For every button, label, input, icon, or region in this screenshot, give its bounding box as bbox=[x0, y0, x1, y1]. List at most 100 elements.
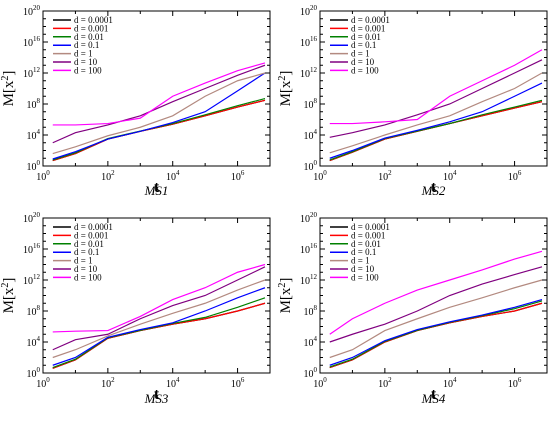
legend-entry: d = 1 bbox=[74, 49, 93, 59]
legend-entry: d = 0.01 bbox=[351, 239, 381, 249]
series-line-1 bbox=[329, 101, 543, 162]
x-tick-label: 104 bbox=[443, 169, 457, 183]
series-line-2 bbox=[329, 300, 543, 368]
series-line-3 bbox=[52, 72, 266, 160]
series-line-2 bbox=[329, 99, 543, 161]
panel-caption: MS2 bbox=[421, 183, 446, 198]
y-axis-label: M[x2] bbox=[0, 278, 17, 314]
legend-entry: d = 0.001 bbox=[351, 230, 385, 240]
series-line-1 bbox=[329, 302, 543, 369]
series-group bbox=[52, 62, 266, 162]
y-tick-label: 104 bbox=[27, 335, 41, 349]
legend-entry: d = 0.001 bbox=[351, 23, 385, 33]
legend-entry: d = 10 bbox=[351, 57, 375, 67]
legend-entry: d = 10 bbox=[74, 57, 98, 67]
series-line-5 bbox=[329, 266, 543, 343]
legend-entry: d = 10 bbox=[74, 264, 98, 274]
x-axis-label: t bbox=[154, 386, 160, 403]
legend-entry: d = 100 bbox=[351, 65, 379, 75]
chart-panel-MS1: 100 102 104 106 100 104 108 1012 1016 1020 t M[x2] d… bbox=[0, 4, 271, 198]
legend-entry: d = 0.1 bbox=[351, 247, 376, 257]
legend-entry: d = 0.01 bbox=[351, 32, 381, 42]
legend-entry: d = 100 bbox=[74, 65, 102, 75]
series-line-0 bbox=[329, 101, 543, 162]
x-tick-label: 106 bbox=[231, 376, 245, 390]
legend-entry: d = 0.1 bbox=[74, 40, 99, 50]
series-line-5 bbox=[52, 266, 266, 351]
legend-entry: d = 0.0001 bbox=[351, 15, 390, 25]
legend-entry: d = 1 bbox=[74, 256, 93, 266]
y-tick-label: 100 bbox=[304, 366, 318, 380]
y-tick-label: 104 bbox=[27, 128, 41, 142]
y-tick-label: 100 bbox=[304, 159, 318, 173]
x-tick-label: 100 bbox=[36, 169, 50, 183]
x-tick-label: 102 bbox=[101, 376, 115, 390]
series-group bbox=[329, 250, 543, 369]
series-group bbox=[329, 49, 543, 162]
y-tick-label: 104 bbox=[304, 128, 318, 142]
series-line-4 bbox=[329, 279, 543, 359]
chart-panel-MS4: 100 102 104 106 100 104 108 1012 1016 1020 t M[x2] d… bbox=[277, 211, 548, 406]
x-tick-label: 102 bbox=[378, 376, 392, 390]
series-line-4 bbox=[52, 279, 266, 359]
panel-caption: MS3 bbox=[144, 391, 169, 406]
series-line-6 bbox=[52, 62, 266, 126]
legend-entry: d = 0.01 bbox=[74, 32, 104, 42]
y-tick-label: 1012 bbox=[23, 66, 41, 80]
y-tick-label: 1012 bbox=[23, 273, 41, 287]
y-tick-label: 104 bbox=[304, 335, 318, 349]
chart-panel-MS2: 100 102 104 106 100 104 108 1012 1016 1020 t M[x2] d… bbox=[277, 4, 548, 198]
series-line-6 bbox=[329, 49, 543, 125]
series-line-4 bbox=[329, 72, 543, 154]
x-tick-label: 100 bbox=[36, 376, 50, 390]
x-tick-label: 100 bbox=[313, 376, 327, 390]
y-tick-label: 108 bbox=[304, 97, 318, 111]
x-axis-label: t bbox=[431, 386, 437, 403]
legend-entry: d = 10 bbox=[351, 264, 375, 274]
legend-entry: d = 1 bbox=[351, 256, 370, 266]
y-axis-label: M[x2] bbox=[0, 71, 17, 107]
x-tick-label: 104 bbox=[166, 376, 180, 390]
x-tick-label: 104 bbox=[166, 169, 180, 183]
x-tick-label: 102 bbox=[101, 169, 115, 183]
y-tick-label: 1012 bbox=[300, 66, 318, 80]
x-tick-label: 106 bbox=[508, 376, 522, 390]
series-line-6 bbox=[329, 250, 543, 335]
series-line-3 bbox=[329, 298, 543, 366]
y-tick-label: 1016 bbox=[23, 242, 41, 256]
y-tick-label: 1012 bbox=[300, 273, 318, 287]
y-axis-label: M[x2] bbox=[277, 278, 294, 314]
legend-entry: d = 0.01 bbox=[74, 239, 104, 249]
x-tick-label: 102 bbox=[378, 169, 392, 183]
series-line-3 bbox=[329, 82, 543, 159]
legend-entry: d = 100 bbox=[74, 272, 102, 282]
y-tick-label: 1020 bbox=[300, 4, 318, 18]
legend-entry: d = 0.001 bbox=[74, 23, 108, 33]
panel-caption: MS4 bbox=[421, 391, 446, 406]
series-line-0 bbox=[52, 302, 266, 369]
legend-entry: d = 0.1 bbox=[351, 40, 376, 50]
series-line-2 bbox=[52, 297, 266, 369]
legend-entry: d = 0.0001 bbox=[351, 222, 390, 232]
y-tick-label: 1016 bbox=[300, 35, 318, 49]
legend-entry: d = 0.0001 bbox=[74, 15, 113, 25]
panel-caption: MS1 bbox=[144, 183, 169, 198]
legend-entry: d = 100 bbox=[351, 272, 379, 282]
y-tick-label: 1020 bbox=[300, 211, 318, 225]
legend-entry: d = 0.0001 bbox=[74, 222, 113, 232]
y-tick-label: 100 bbox=[27, 159, 41, 173]
series-line-3 bbox=[52, 287, 266, 366]
legend-entry: d = 1 bbox=[351, 49, 370, 59]
x-tick-label: 100 bbox=[313, 169, 327, 183]
x-tick-label: 106 bbox=[508, 169, 522, 183]
chart-panel-MS3: 100 102 104 106 100 104 108 1012 1016 1020 t M[x2] d… bbox=[0, 211, 271, 406]
x-axis-label: t bbox=[154, 179, 160, 196]
legend-entry: d = 0.001 bbox=[74, 230, 108, 240]
series-line-4 bbox=[52, 72, 266, 155]
